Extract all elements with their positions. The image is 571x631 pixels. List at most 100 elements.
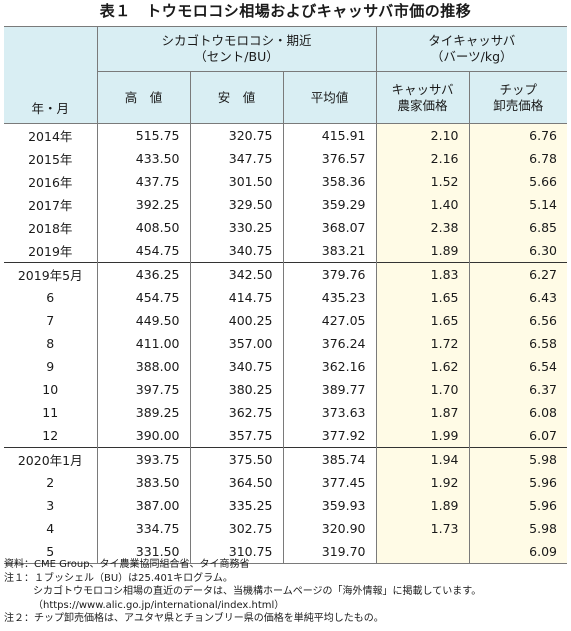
cell-farm: 2.10: [375, 123, 469, 147]
table-row: 6 454.75 414.75 435.23 1.65 6.43: [4, 286, 567, 309]
cell-period: 4: [4, 517, 97, 540]
cell-farm: 1.94: [375, 447, 469, 471]
header-farm-line1: キャッサバ: [391, 81, 454, 97]
cell-chip: 6.30: [468, 239, 567, 263]
cell-chip: 5.98: [468, 447, 567, 471]
header-corn-line2: （セント/BU）: [194, 49, 279, 64]
cell-avg: 435.23: [282, 286, 376, 309]
note-1-paren-line1: シカゴトウモロコシ相場の直近のデータは、当機構ホームページの「海外情報」に掲載し…: [33, 586, 482, 597]
cell-high: 393.75: [96, 447, 190, 471]
header-farm-line2: 農家価格: [397, 97, 448, 113]
cell-low: 380.25: [189, 378, 283, 401]
cell-farm: 1.89: [375, 494, 469, 517]
table-row: 2016年 437.75 301.50 358.36 1.52 5.66: [4, 170, 567, 193]
table-row: 5 331.50 310.75 319.70 6.09: [4, 540, 567, 564]
cell-avg: 376.57: [282, 147, 376, 170]
cell-period: 2019年: [4, 239, 97, 263]
cell-high: 433.50: [96, 147, 190, 170]
cell-low: 347.75: [189, 147, 283, 170]
cell-low: 342.50: [189, 262, 283, 286]
header-high-label: 高 値: [124, 89, 163, 105]
cell-low: 301.50: [189, 170, 283, 193]
cell-farm: 1.62: [375, 355, 469, 378]
header-avg: 平均値: [282, 71, 376, 124]
cell-low: 357.75: [189, 424, 283, 448]
cell-chip: 6.09: [468, 540, 567, 564]
cell-chip: 6.85: [468, 216, 567, 239]
cell-low: 320.75: [189, 123, 283, 147]
header-low-label: 安 値: [217, 89, 256, 105]
cell-low: 340.75: [189, 239, 283, 263]
cell-avg: 368.07: [282, 216, 376, 239]
cell-low: 414.75: [189, 286, 283, 309]
notes: 資料：CME Group、タイ農業協同組合省、タイ商務省 注１：１ブッシェル（B…: [4, 558, 569, 626]
cell-chip: 6.27: [468, 262, 567, 286]
cell-avg: 385.74: [282, 447, 376, 471]
table-row: 2014年 515.75 320.75 415.91 2.10 6.76: [4, 123, 567, 147]
cell-period: 9: [4, 355, 97, 378]
cell-chip: 5.14: [468, 193, 567, 216]
cell-period: 7: [4, 309, 97, 332]
header-cassava-group: タイキャッサバ （バーツ/kg）: [375, 26, 567, 72]
cell-period: 2020年1月: [4, 447, 97, 471]
cell-low: 329.50: [189, 193, 283, 216]
cell-period: 2016年: [4, 170, 97, 193]
cell-high: 408.50: [96, 216, 190, 239]
cell-farm: 1.52: [375, 170, 469, 193]
cell-high: 331.50: [96, 540, 190, 564]
table-row: 2019年5月 436.25 342.50 379.76 1.83 6.27: [4, 262, 567, 286]
cell-low: 357.00: [189, 332, 283, 355]
cell-chip: 5.98: [468, 517, 567, 540]
cell-chip: 5.96: [468, 471, 567, 494]
cell-period: 2018年: [4, 216, 97, 239]
cell-farm: 1.99: [375, 424, 469, 448]
cell-chip: 6.56: [468, 309, 567, 332]
cell-avg: 319.70: [282, 540, 376, 564]
cell-period: 11: [4, 401, 97, 424]
cell-chip: 5.66: [468, 170, 567, 193]
note-source: 資料：CME Group、タイ農業協同組合省、タイ商務省: [4, 559, 250, 570]
cell-chip: 6.54: [468, 355, 567, 378]
header-chip-price: チップ 卸売価格: [468, 71, 567, 124]
cell-low: 302.75: [189, 517, 283, 540]
table-row: 10 397.75 380.25 389.77 1.70 6.37: [4, 378, 567, 401]
header-cassava-line2: （バーツ/kg）: [430, 49, 513, 64]
table-row: 2019年 454.75 340.75 383.21 1.89 6.30: [4, 239, 567, 263]
cell-farm: [375, 540, 469, 564]
table-row: 9 388.00 340.75 362.16 1.62 6.54: [4, 355, 567, 378]
header-cassava-line1: タイキャッサバ: [428, 33, 516, 48]
table-row: 7 449.50 400.25 427.05 1.65 6.56: [4, 309, 567, 332]
cell-chip: 6.78: [468, 147, 567, 170]
cell-high: 334.75: [96, 517, 190, 540]
cell-avg: 320.90: [282, 517, 376, 540]
note-2: 注２：チップ卸売価格は、アユタヤ県とチョンブリー県の価格を単純平均したもの。: [4, 613, 384, 624]
cell-low: 330.25: [189, 216, 283, 239]
cell-period: 5: [4, 540, 97, 564]
cell-avg: 415.91: [282, 123, 376, 147]
cell-period: 3: [4, 494, 97, 517]
cell-avg: 358.36: [282, 170, 376, 193]
table-row: 2018年 408.50 330.25 368.07 2.38 6.85: [4, 216, 567, 239]
cell-chip: 5.96: [468, 494, 567, 517]
cell-farm: 1.87: [375, 401, 469, 424]
table-row: 8 411.00 357.00 376.24 1.72 6.58: [4, 332, 567, 355]
cell-period: 2014年: [4, 123, 97, 147]
cell-farm: 1.89: [375, 239, 469, 263]
table-body: 2014年 515.75 320.75 415.91 2.10 6.76 2015年 433.…: [4, 123, 567, 564]
cell-farm: 2.38: [375, 216, 469, 239]
cell-low: 335.25: [189, 494, 283, 517]
cell-farm: 1.65: [375, 309, 469, 332]
cell-period: 2015年: [4, 147, 97, 170]
cell-chip: 6.37: [468, 378, 567, 401]
header-high: 高 値: [96, 71, 190, 124]
cell-avg: 376.24: [282, 332, 376, 355]
cell-farm: 1.92: [375, 471, 469, 494]
cell-high: 454.75: [96, 239, 190, 263]
cell-chip: 6.43: [468, 286, 567, 309]
cell-period: 2019年5月: [4, 262, 97, 286]
table-title: 表１ トウモロコシ相場およびキャッサバ市価の推移: [99, 2, 472, 20]
header-avg-label: 平均値: [310, 89, 349, 105]
table-row: 2017年 392.25 329.50 359.29 1.40 5.14: [4, 193, 567, 216]
cell-low: 375.50: [189, 447, 283, 471]
cell-low: 364.50: [189, 471, 283, 494]
